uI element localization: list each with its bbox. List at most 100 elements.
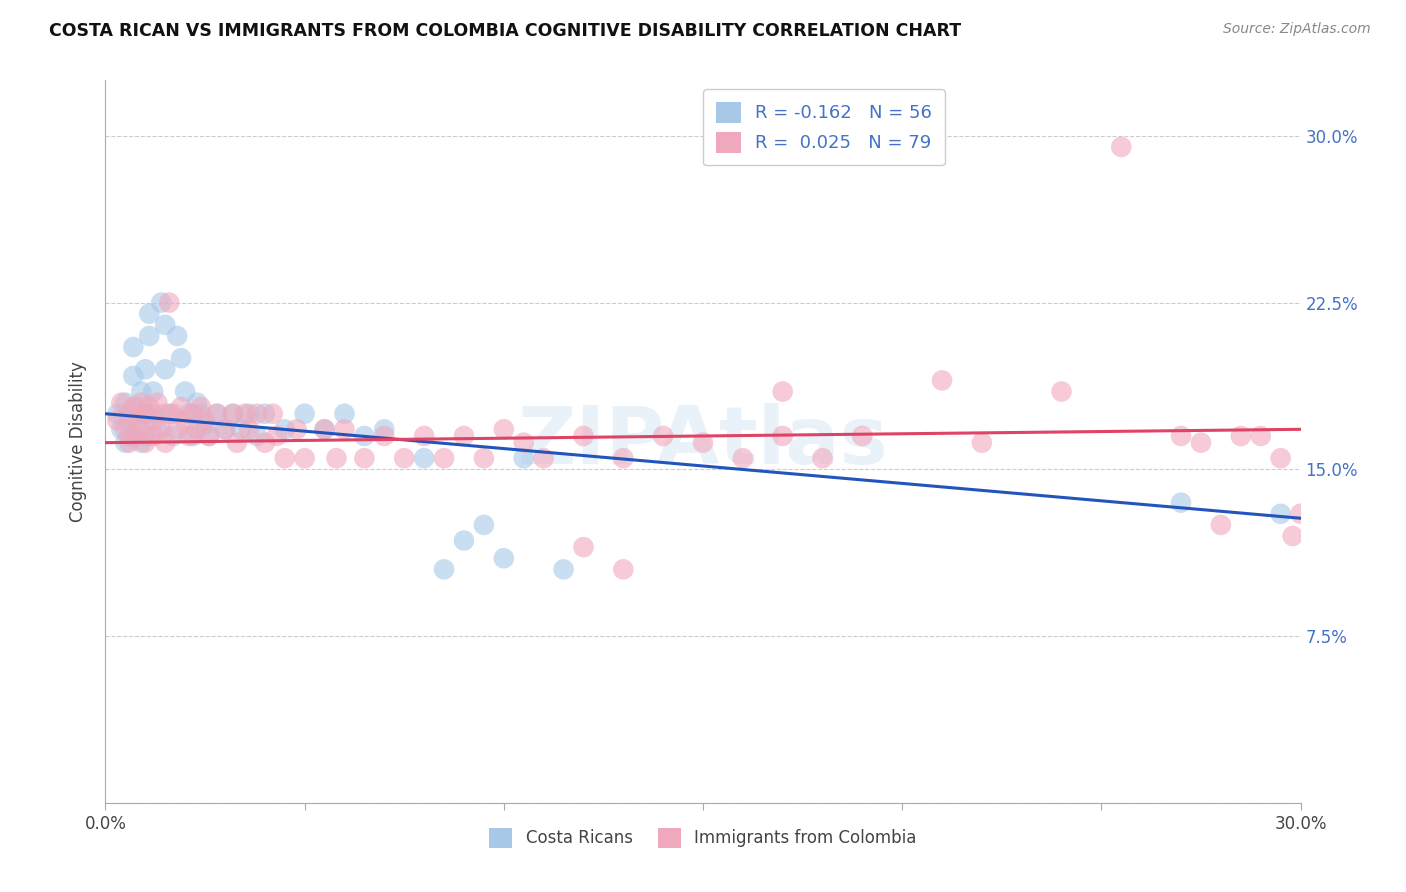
Point [129,435,153,450]
Point [198,429,221,443]
Point [114,395,136,409]
Point [253,435,276,450]
Point [772,384,794,399]
Point [612,562,634,576]
Point [273,422,295,436]
Point [1229,429,1251,443]
Point [134,429,156,443]
Point [692,435,714,450]
Point [513,435,536,450]
Point [811,451,834,466]
Point [181,407,204,421]
Text: ZIPAtlas: ZIPAtlas [517,402,889,481]
Point [314,422,336,436]
Point [150,295,173,310]
Point [1281,529,1303,543]
Point [273,451,295,466]
Point [222,407,245,421]
Point [1111,140,1133,154]
Point [198,429,221,443]
Point [433,562,456,576]
Point [314,422,336,436]
Point [731,451,754,466]
Point [177,429,201,443]
Point [174,384,197,399]
Point [122,400,145,414]
Point [205,407,228,421]
Point [107,407,129,421]
Point [153,362,177,376]
Point [146,422,169,436]
Point [127,413,149,427]
Point [453,429,475,443]
Point [492,422,515,436]
Point [118,435,141,450]
Point [205,407,228,421]
Point [1250,429,1272,443]
Point [214,422,236,436]
Point [129,395,153,409]
Point [122,429,145,443]
Point [325,451,347,466]
Point [142,413,165,427]
Point [222,407,245,421]
Point [190,407,212,421]
Point [1170,496,1192,510]
Point [373,422,395,436]
Point [246,407,269,421]
Point [138,400,160,414]
Point [134,362,156,376]
Point [142,429,165,443]
Point [150,422,173,436]
Point [472,517,495,532]
Y-axis label: Cognitive Disability: Cognitive Disability [69,361,87,522]
Point [572,540,595,554]
Point [294,407,316,421]
Point [122,368,145,383]
Point [970,435,993,450]
Point [413,429,436,443]
Point [433,451,456,466]
Text: COSTA RICAN VS IMMIGRANTS FROM COLOMBIA COGNITIVE DISABILITY CORRELATION CHART: COSTA RICAN VS IMMIGRANTS FROM COLOMBIA … [49,22,962,40]
Point [162,429,184,443]
Point [333,422,356,436]
Point [1270,451,1292,466]
Point [162,407,184,421]
Point [492,551,515,566]
Point [353,451,375,466]
Point [453,533,475,548]
Point [170,400,193,414]
Point [373,429,395,443]
Point [107,413,129,427]
Point [472,451,495,466]
Point [138,307,160,321]
Point [174,413,197,427]
Point [114,435,136,450]
Point [118,413,141,427]
Point [214,422,236,436]
Point [772,429,794,443]
Point [851,429,873,443]
Point [114,422,136,436]
Point [186,395,208,409]
Point [129,422,153,436]
Point [118,429,141,443]
Point [153,407,177,421]
Point [166,422,188,436]
Point [333,407,356,421]
Point [533,451,555,466]
Point [285,422,308,436]
Point [153,318,177,332]
Point [225,435,249,450]
Point [238,407,260,421]
Point [110,422,132,436]
Point [142,384,165,399]
Point [1289,507,1312,521]
Point [1170,429,1192,443]
Point [190,400,212,414]
Point [553,562,575,576]
Point [146,395,169,409]
Point [142,407,165,421]
Point [353,429,375,443]
Point [170,351,193,366]
